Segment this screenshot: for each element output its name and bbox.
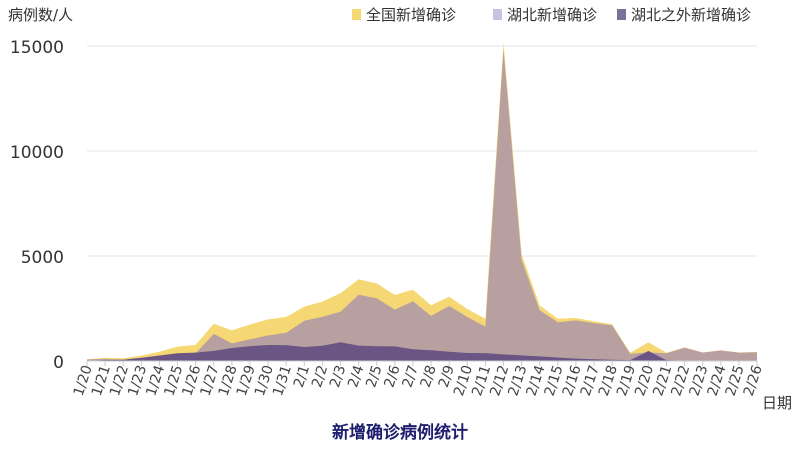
legend-swatch bbox=[617, 9, 626, 20]
x-ticks: 1/201/211/221/231/241/251/261/271/281/29… bbox=[71, 360, 766, 398]
y-tick-label: 0 bbox=[53, 353, 64, 373]
x-tick-label: 2/4 bbox=[345, 363, 367, 389]
x-tick-label: 2/5 bbox=[363, 363, 385, 389]
legend-swatch bbox=[493, 9, 502, 20]
x-tick-label: 2/6 bbox=[381, 363, 403, 389]
legend-label: 湖北之外新增确诊 bbox=[631, 6, 751, 24]
legend: 全国新增确诊 湖北新增确诊 湖北之外新增确诊 bbox=[352, 6, 751, 24]
y-tick-label: 10000 bbox=[10, 143, 64, 163]
x-tick-label: 2/9 bbox=[436, 363, 458, 389]
x-tick-label: 2/3 bbox=[327, 363, 349, 389]
x-tick-label: 2/7 bbox=[400, 363, 422, 389]
y-ticks: 0 5000 10000 15000 bbox=[10, 38, 64, 373]
x-tick-label: 2/1 bbox=[291, 363, 313, 389]
x-tick-label: 2/8 bbox=[418, 363, 440, 389]
chart-title: 新增确诊病例统计 bbox=[332, 422, 468, 443]
area-series-1 bbox=[87, 49, 757, 362]
areas bbox=[87, 42, 757, 362]
y-tick-label: 5000 bbox=[21, 248, 64, 268]
legend-swatch bbox=[352, 9, 361, 20]
x-tick-label: 2/2 bbox=[309, 363, 331, 389]
y-axis-label: 病例数/人 bbox=[8, 6, 73, 24]
x-axis-label: 日期 bbox=[762, 394, 792, 412]
y-tick-label: 15000 bbox=[10, 38, 64, 58]
legend-label: 湖北新增确诊 bbox=[507, 6, 597, 24]
area-series-2 bbox=[87, 342, 757, 361]
legend-label: 全国新增确诊 bbox=[366, 6, 456, 24]
